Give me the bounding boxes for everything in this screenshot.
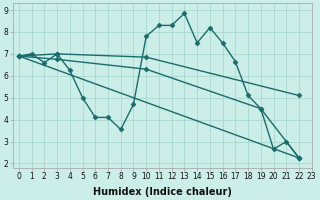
X-axis label: Humidex (Indice chaleur): Humidex (Indice chaleur) <box>93 187 232 197</box>
